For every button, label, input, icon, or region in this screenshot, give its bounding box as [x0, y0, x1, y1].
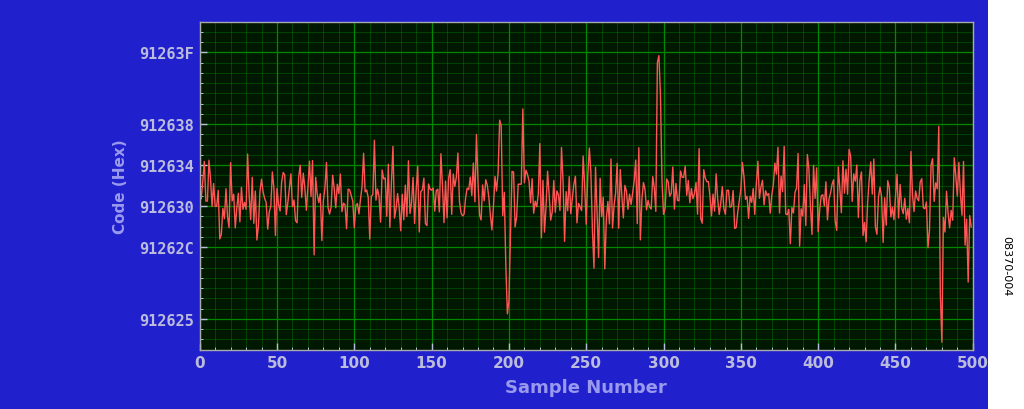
- X-axis label: Sample Number: Sample Number: [506, 378, 667, 396]
- Y-axis label: Code (Hex): Code (Hex): [114, 139, 128, 233]
- Text: 08370-004: 08370-004: [1001, 236, 1011, 296]
